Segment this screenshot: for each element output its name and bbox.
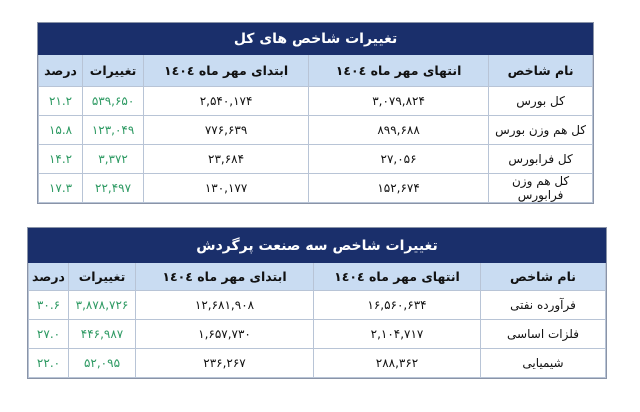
cell-percent: ۱۴.۲ bbox=[37, 144, 84, 174]
table-title: تغییرات شاخص های کل bbox=[37, 23, 594, 55]
cell-name: کل فرابورس bbox=[488, 144, 594, 174]
cell-name: کل هم وزن فرابورس bbox=[488, 173, 594, 203]
column-header-change: تغییرات bbox=[82, 54, 145, 87]
cell-change: ۳,۸۷۸,۷۲۶ bbox=[68, 290, 136, 320]
table-row: فرآورده نفتی ۱۶,۵۶۰,۶۳۴ ۱۲,۶۸۱,۹۰۸ ۳,۸۷۸,۷۲… bbox=[28, 290, 606, 320]
column-header-start-value: ابتدای مهر ماه ١٤٠٤ bbox=[143, 54, 310, 87]
cell-change: ۲۲,۴۹۷ bbox=[82, 173, 145, 203]
cell-percent: ۲۱.۲ bbox=[37, 86, 84, 116]
cell-end-value: ۲۷,۰۵۶ bbox=[308, 144, 490, 174]
cell-name: فلزات اساسی bbox=[480, 319, 606, 349]
cell-name: کل بورس bbox=[488, 86, 594, 116]
table-row: کل فرابورس ۲۷,۰۵۶ ۲۳,۶۸۴ ۳,۳۷۲ ۱۴.۲ bbox=[37, 144, 594, 174]
table-row: شیمیایی ۲۸۸,۳۶۲ ۲۳۶,۲۶۷ ۵۲,۰۹۵ ۲۲.۰ bbox=[28, 348, 606, 378]
table-title-row: تغییرات شاخص های کل bbox=[37, 23, 594, 55]
column-header-end-value: انتهای مهر ماه ١٤٠٤ bbox=[313, 262, 481, 291]
table-row: کل هم وزن فرابورس ۱۵۲,۶۷۴ ۱۳۰,۱۷۷ ۲۲,۴۹۷ ۱۷.… bbox=[37, 173, 594, 203]
cell-name: فرآورده نفتی bbox=[480, 290, 606, 320]
column-header-change: تغییرات bbox=[68, 262, 136, 291]
header-row: نام شاخص انتهای مهر ماه ١٤٠٤ ابتدای مهر ما… bbox=[28, 262, 606, 291]
cell-start-value: ۲۳,۶۸۴ bbox=[143, 144, 310, 174]
top-industries-table: تغییرات شاخص سه صنعت پرگردش نام شاخص انتها… bbox=[28, 228, 606, 378]
table-row: فلزات اساسی ۲,۱۰۴,۷۱۷ ۱,۶۵۷,۷۳۰ ۴۴۶,۹۸۷ ۲۷.۰ bbox=[28, 319, 606, 349]
cell-percent: ۱۷.۳ bbox=[37, 173, 84, 203]
cell-percent: ۲۷.۰ bbox=[28, 319, 69, 349]
total-indices-table: تغییرات شاخص های کل نام شاخص انتهای مهر ما… bbox=[37, 23, 594, 203]
header-row: نام شاخص انتهای مهر ماه ١٤٠٤ ابتدای مهر ما… bbox=[37, 54, 594, 87]
cell-change: ۱۲۳,۰۴۹ bbox=[82, 115, 145, 145]
cell-start-value: ۲۳۶,۲۶۷ bbox=[135, 348, 314, 378]
cell-change: ۵۳۹,۶۵۰ bbox=[82, 86, 145, 116]
cell-end-value: ۲,۱۰۴,۷۱۷ bbox=[313, 319, 481, 349]
cell-end-value: ۱۵۲,۶۷۴ bbox=[308, 173, 490, 203]
table-row: کل هم وزن بورس ۸۹۹,۶۸۸ ۷۷۶,۶۳۹ ۱۲۳,۰۴۹ ۱۵.۸ bbox=[37, 115, 594, 145]
cell-change: ۳,۳۷۲ bbox=[82, 144, 145, 174]
table-row: کل بورس ۳,۰۷۹,۸۲۴ ۲,۵۴۰,۱۷۴ ۵۳۹,۶۵۰ ۲۱.۲ bbox=[37, 86, 594, 116]
cell-start-value: ۱,۶۵۷,۷۳۰ bbox=[135, 319, 314, 349]
cell-start-value: ۷۷۶,۶۳۹ bbox=[143, 115, 310, 145]
cell-start-value: ۱۲,۶۸۱,۹۰۸ bbox=[135, 290, 314, 320]
cell-end-value: ۸۹۹,۶۸۸ bbox=[308, 115, 490, 145]
cell-percent: ۱۵.۸ bbox=[37, 115, 84, 145]
column-header-end-value: انتهای مهر ماه ١٤٠٤ bbox=[308, 54, 490, 87]
column-header-percent: درصد bbox=[37, 54, 84, 87]
cell-change: ۵۲,۰۹۵ bbox=[68, 348, 136, 378]
cell-end-value: ۳,۰۷۹,۸۲۴ bbox=[308, 86, 490, 116]
cell-percent: ۳۰.۶ bbox=[28, 290, 69, 320]
column-header-name: نام شاخص bbox=[480, 262, 606, 291]
cell-end-value: ۱۶,۵۶۰,۶۳۴ bbox=[313, 290, 481, 320]
column-header-name: نام شاخص bbox=[488, 54, 594, 87]
column-header-start-value: ابتدای مهر ماه ١٤٠٤ bbox=[135, 262, 314, 291]
cell-name: کل هم وزن بورس bbox=[488, 115, 594, 145]
cell-end-value: ۲۸۸,۳۶۲ bbox=[313, 348, 481, 378]
cell-start-value: ۱۳۰,۱۷۷ bbox=[143, 173, 310, 203]
table-title: تغییرات شاخص سه صنعت پرگردش bbox=[28, 228, 606, 263]
column-header-percent: درصد bbox=[28, 262, 69, 291]
cell-change: ۴۴۶,۹۸۷ bbox=[68, 319, 136, 349]
cell-name: شیمیایی bbox=[480, 348, 606, 378]
table-title-row: تغییرات شاخص سه صنعت پرگردش bbox=[28, 228, 606, 263]
cell-percent: ۲۲.۰ bbox=[28, 348, 69, 378]
cell-start-value: ۲,۵۴۰,۱۷۴ bbox=[143, 86, 310, 116]
